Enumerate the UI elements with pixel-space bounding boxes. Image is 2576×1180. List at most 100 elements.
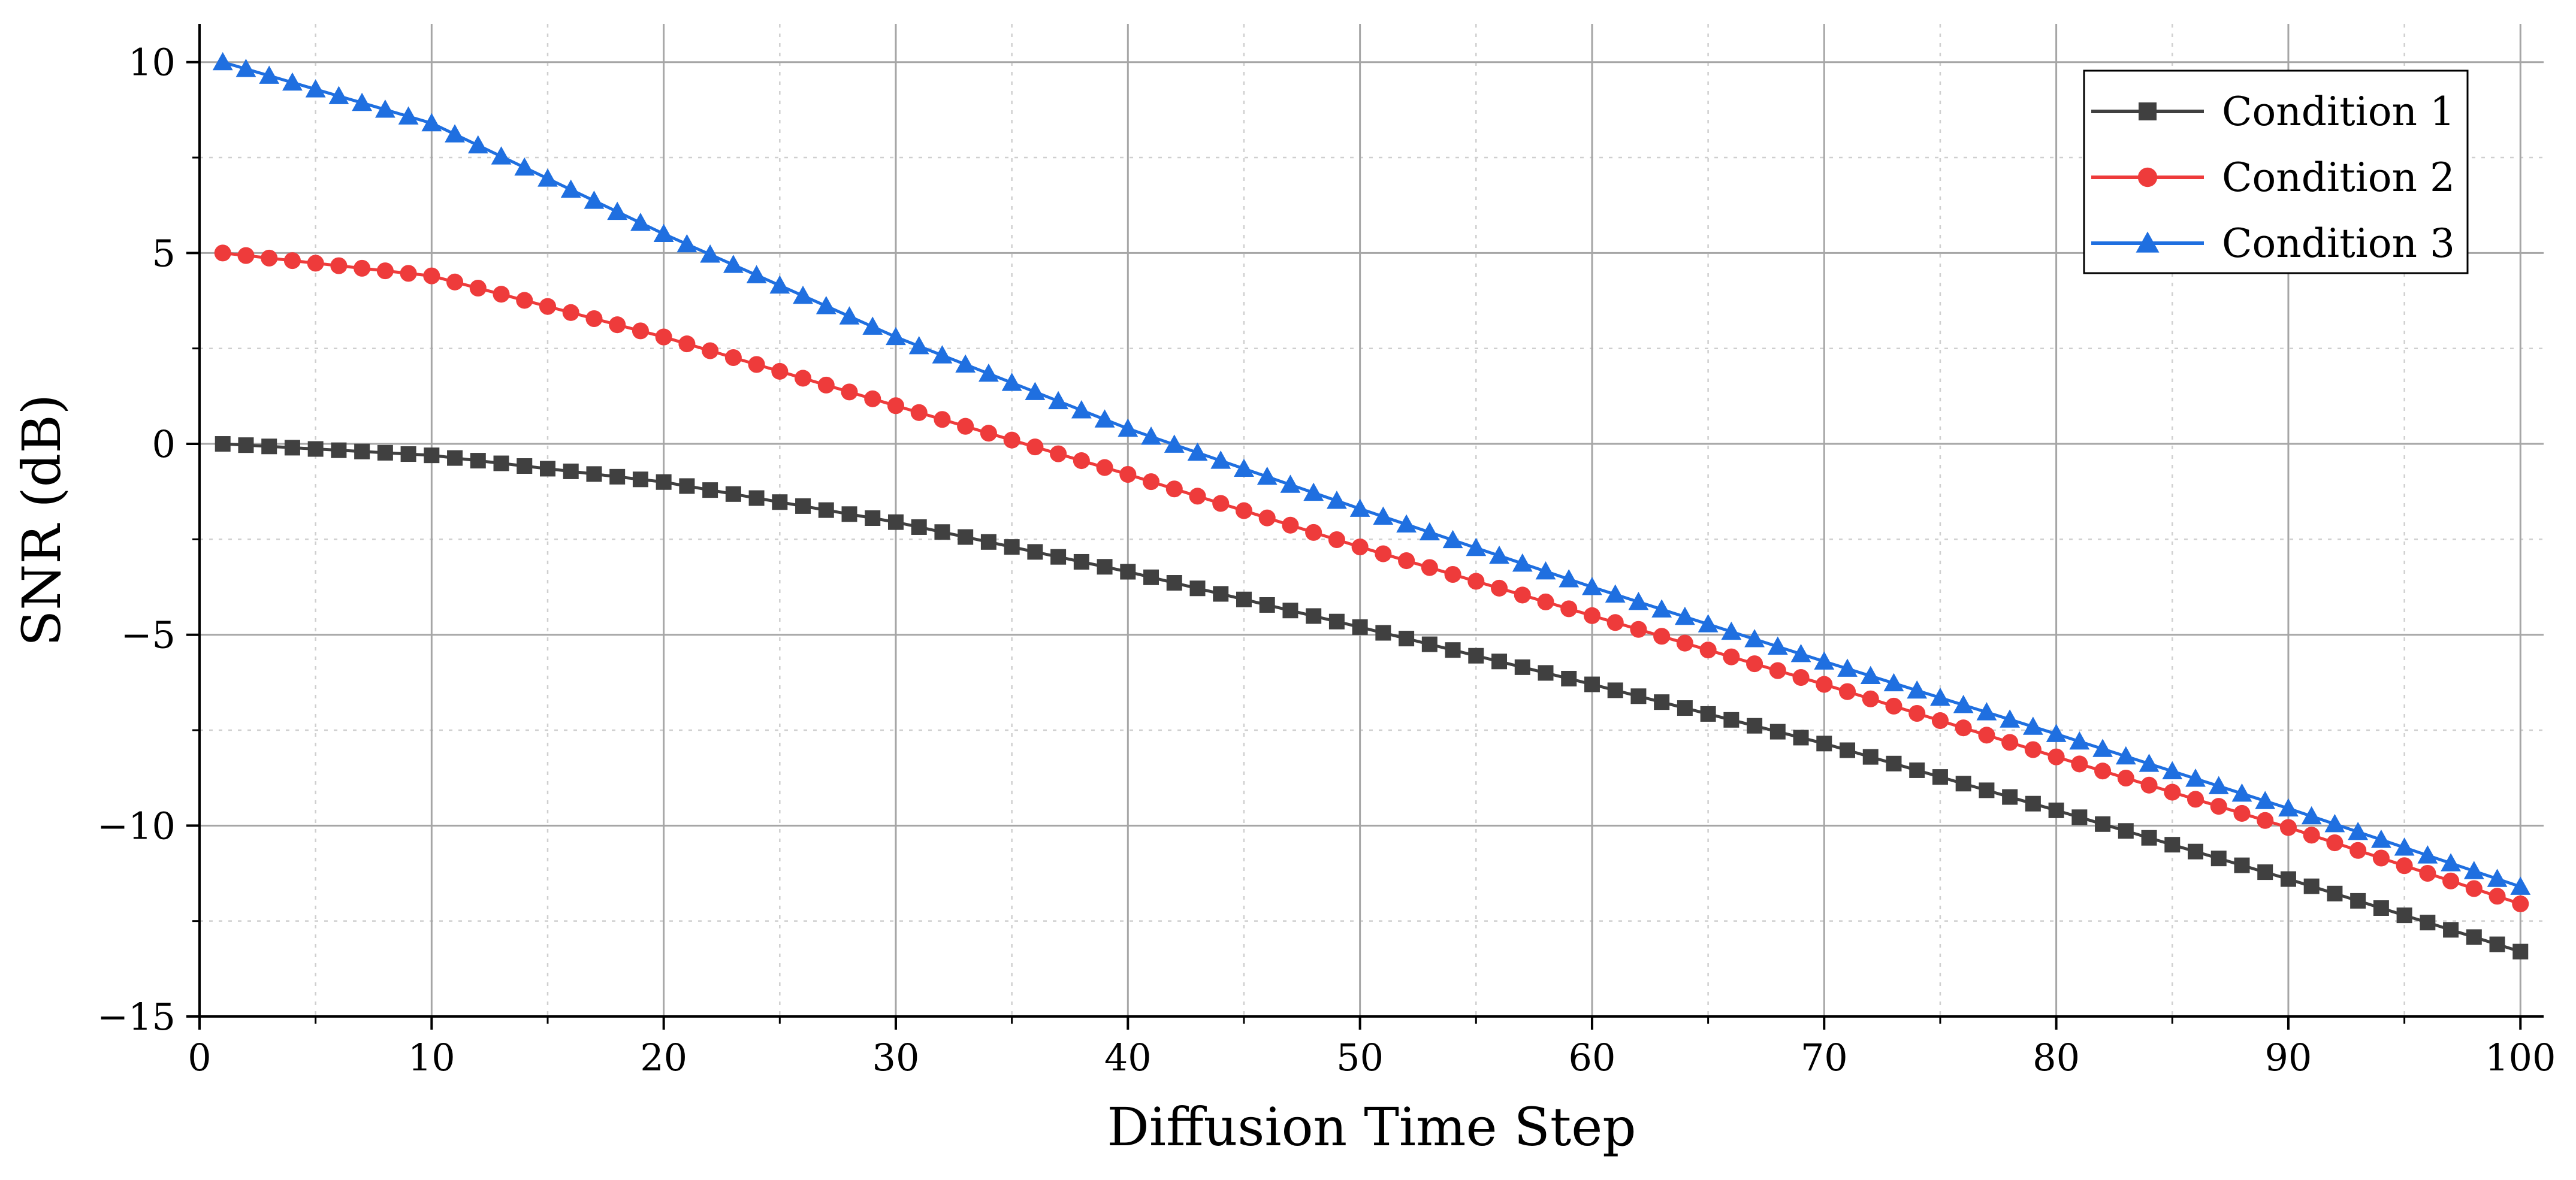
series-1-point xyxy=(934,524,950,540)
series-2-point xyxy=(748,356,765,373)
series-1-point xyxy=(354,443,370,459)
series-2-point xyxy=(1258,509,1276,527)
series-2-point xyxy=(655,328,672,346)
series-1-point xyxy=(702,482,718,498)
series-1-point xyxy=(841,506,857,522)
series-1-point xyxy=(748,490,765,506)
series-3-point xyxy=(1442,530,1463,549)
series-3-point xyxy=(445,124,465,143)
series-3-point xyxy=(1257,466,1278,485)
series-1-point xyxy=(284,440,300,456)
series-3-point xyxy=(1814,651,1835,670)
series-3-point xyxy=(1651,599,1672,618)
series-3-point xyxy=(1605,584,1626,603)
series-2-point xyxy=(1050,445,1067,462)
series-2-point xyxy=(1978,727,1995,744)
series-1-point xyxy=(1050,549,1067,565)
series-3-point xyxy=(630,213,651,231)
series-1-point xyxy=(1306,608,1322,624)
legend-marker xyxy=(2137,167,2158,187)
x-tick-label: 70 xyxy=(1801,1036,1848,1079)
series-1-point xyxy=(2280,871,2296,887)
legend-entry-3: Condition 3 xyxy=(2091,220,2455,267)
legend-marker xyxy=(2139,102,2157,120)
x-tick-label: 30 xyxy=(872,1036,920,1079)
series-1-point xyxy=(470,453,486,469)
series-3-point xyxy=(1466,537,1487,556)
x-tick-label: 0 xyxy=(188,1036,211,1079)
x-tick-label: 100 xyxy=(2485,1036,2556,1079)
series-1-point xyxy=(1584,676,1600,692)
series-2-point xyxy=(354,259,371,277)
series-1-point xyxy=(1862,749,1879,765)
y-tick-label: 10 xyxy=(128,41,176,84)
series-1-point xyxy=(1747,718,1763,734)
series-1-point xyxy=(1120,564,1136,580)
series-1-point xyxy=(1909,762,1925,778)
series-1-point xyxy=(1700,706,1716,722)
series-2-point xyxy=(1630,621,1647,638)
series-3-point xyxy=(1349,498,1370,517)
series-1-point xyxy=(1793,730,1809,746)
series-1-point xyxy=(307,441,324,457)
series-3-point xyxy=(2022,716,2043,735)
series-1-point xyxy=(1213,586,1229,602)
series-3-point xyxy=(886,326,906,346)
series-3-point xyxy=(2092,739,2113,757)
series-2-point xyxy=(2442,872,2460,889)
series-2-point xyxy=(1444,565,1461,583)
series-3-point xyxy=(1930,687,1950,706)
series-1-point xyxy=(493,455,509,471)
series-1-point xyxy=(1027,544,1043,560)
series-1-point xyxy=(2257,864,2273,881)
series-1-point xyxy=(2234,857,2250,873)
series-2-point xyxy=(237,247,255,264)
series-1-point xyxy=(1097,559,1113,575)
series-2-point xyxy=(1606,614,1624,631)
series-2-point xyxy=(2117,769,2134,787)
series-3-point xyxy=(1744,629,1765,648)
series-3-point xyxy=(1327,491,1347,509)
series-3-point xyxy=(2510,876,2531,895)
series-1-point xyxy=(1236,591,1252,607)
series-2-point xyxy=(887,397,905,414)
series-1-point xyxy=(539,461,555,477)
series-3-point xyxy=(2139,754,2160,772)
series-3-point xyxy=(328,86,349,104)
series-1-point xyxy=(2141,830,2157,846)
series-3-point xyxy=(1953,695,1974,713)
series-3-point xyxy=(1535,561,1556,580)
x-tick-label: 50 xyxy=(1336,1036,1384,1079)
series-2-point xyxy=(2372,849,2390,867)
series-2-point xyxy=(376,262,394,280)
series-1-point xyxy=(261,438,277,455)
series-3-point xyxy=(2324,813,2345,833)
series-1-point xyxy=(2188,843,2204,860)
series-3-point xyxy=(1698,614,1719,633)
series-2-point xyxy=(214,244,231,262)
legend-marker xyxy=(2136,231,2160,253)
x-axis-title: Diffusion Time Step xyxy=(1107,1096,1636,1158)
series-1-point xyxy=(586,466,602,482)
series-3-point xyxy=(398,106,419,125)
series-2-point xyxy=(2396,857,2413,875)
series-3 xyxy=(212,52,2531,895)
series-3-point xyxy=(1001,373,1022,391)
series-2-point xyxy=(307,255,324,272)
series-2-point xyxy=(2349,842,2367,859)
series-2-point xyxy=(1003,431,1020,449)
series-1-point xyxy=(400,446,416,462)
series-2-point xyxy=(957,417,974,435)
series-2-point xyxy=(562,304,579,321)
series-1-point xyxy=(1375,625,1391,641)
series-1-point xyxy=(447,450,463,466)
series-1-point xyxy=(238,437,254,453)
y-tick-label: −5 xyxy=(121,613,176,657)
series-3-point xyxy=(1280,474,1301,493)
series-1-point xyxy=(1073,553,1089,570)
series-3-point xyxy=(1234,458,1254,477)
series-3-point xyxy=(2069,731,2090,750)
series-1-point xyxy=(609,468,626,485)
series-1-point xyxy=(424,447,440,464)
